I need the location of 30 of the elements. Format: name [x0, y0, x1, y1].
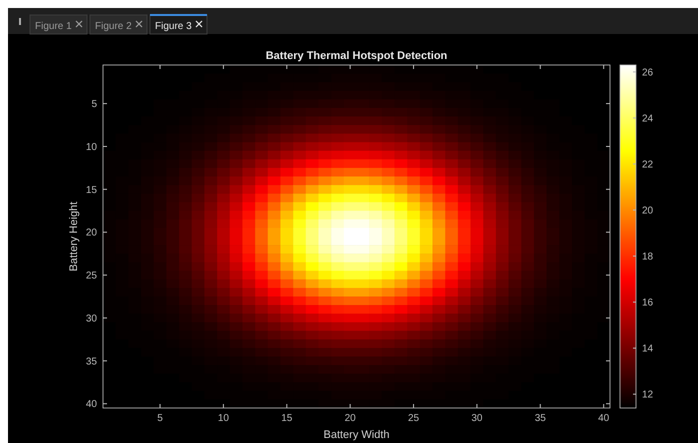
caption: Figure 2 — [95, 21, 132, 32]
color-bar-label: 22 — [642, 159, 654, 170]
x-tick-label: 25 — [408, 413, 420, 424]
color-bar-label: 26 — [642, 67, 654, 78]
x-tick-label: 35 — [534, 413, 546, 424]
x-tick-label: 30 — [471, 413, 483, 424]
color-bar-label: 16 — [642, 298, 654, 309]
x-tick-label: 5 — [157, 413, 164, 424]
x-tick-label: 15 — [281, 413, 293, 424]
caption: Figure 3 — [155, 21, 192, 32]
color-bar-label: 18 — [642, 252, 654, 263]
color-bar-label: 24 — [642, 113, 654, 124]
y-tick-label: 5 — [91, 99, 98, 110]
y-tick-label: 35 — [86, 356, 98, 368]
x-axis-title: Battery Width — [323, 429, 390, 441]
y-tick-label: 40 — [86, 399, 98, 410]
y-tick-label: 20 — [86, 228, 98, 239]
color-bar-label: 20 — [642, 206, 654, 217]
color-bar-label: 14 — [642, 344, 654, 355]
caption: Figure 1 — [35, 21, 72, 32]
y-tick-label: 10 — [86, 142, 98, 153]
x-tick-label: 10 — [218, 413, 230, 424]
y-axis-title: Battery Height — [68, 202, 80, 272]
y-tick-label: 30 — [86, 313, 98, 324]
y-tick-label: 25 — [86, 270, 98, 282]
color-bar-label: 12 — [642, 390, 654, 401]
x-tick-label: 20 — [344, 413, 356, 424]
x-tick-label: 40 — [598, 413, 610, 424]
y-tick-label: 15 — [86, 184, 98, 196]
chart-title: Battery Thermal Hotspot Detection — [266, 50, 448, 62]
